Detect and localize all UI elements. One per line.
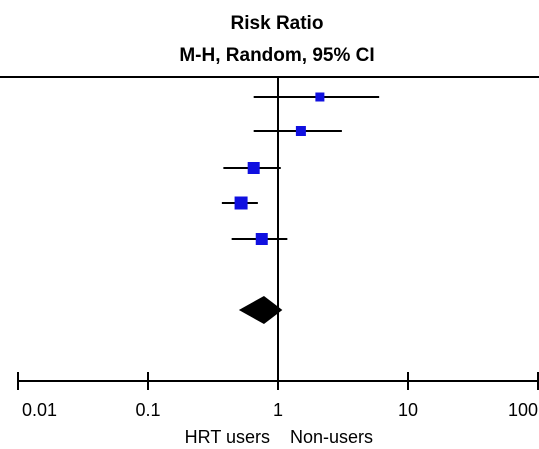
study-marker: [234, 196, 248, 210]
study-marker: [295, 126, 306, 136]
favours-right-label: Non-users: [290, 427, 373, 447]
study-marker: [255, 233, 268, 245]
x-tick-label: 1: [273, 400, 283, 420]
x-tick-label: 0.1: [135, 400, 160, 420]
pooled-diamond: [238, 296, 283, 324]
x-tick-label: 10: [398, 400, 418, 420]
x-tick-label: 100: [508, 400, 538, 420]
header-measure: Risk Ratio: [231, 13, 324, 34]
x-tick-label: 0.01: [22, 400, 57, 420]
study-marker: [247, 162, 260, 174]
favours-left-label: HRT users: [185, 427, 270, 447]
header-method: M-H, Random, 95% CI: [179, 45, 374, 66]
study-marker: [315, 92, 325, 102]
